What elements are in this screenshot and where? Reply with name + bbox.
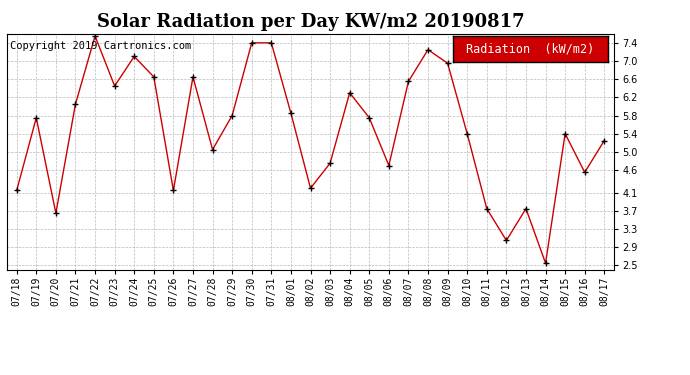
Title: Solar Radiation per Day KW/m2 20190817: Solar Radiation per Day KW/m2 20190817: [97, 13, 524, 31]
Text: Copyright 2019 Cartronics.com: Copyright 2019 Cartronics.com: [10, 41, 191, 51]
